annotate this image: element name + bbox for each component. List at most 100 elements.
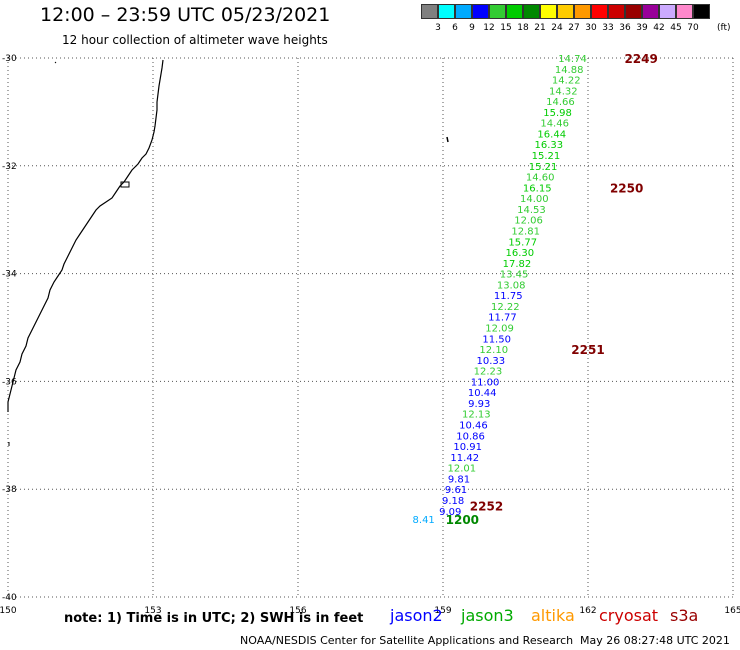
color-swatch: [591, 4, 608, 19]
time-label: 2251: [571, 343, 604, 357]
mission-cryosat: cryosat: [599, 606, 659, 625]
color-scale-label: 27: [568, 23, 580, 33]
wave-height-value: 15.77: [508, 237, 537, 248]
wave-height-value: 12.09: [485, 324, 514, 335]
wave-height-value: 11.77: [488, 313, 517, 324]
color-scale-label: 70: [687, 23, 699, 33]
legend-note: note: 1) Time is in UTC; 2) SWH is in fe…: [64, 611, 364, 626]
lat-tick-label: -34: [2, 270, 17, 280]
wave-height-value: 11.42: [450, 453, 479, 464]
time-label: 2252: [470, 499, 503, 513]
color-scale-label: 15: [500, 23, 512, 33]
time-label: 2250: [610, 181, 643, 195]
lat-tick-label: -30: [2, 54, 17, 64]
lat-tick-label: -32: [2, 162, 17, 172]
wave-height-value: 9.18: [442, 496, 464, 507]
wave-height-value: 11.75: [494, 291, 523, 302]
wave-height-value: 12.22: [491, 302, 520, 313]
wave-height-value: 15.21: [532, 151, 561, 162]
color-swatch: [693, 4, 710, 19]
wave-height-value: 14.53: [517, 205, 546, 216]
lon-tick-label: 162: [579, 606, 596, 616]
color-swatch: [455, 4, 472, 19]
lon-tick-label: 159: [434, 606, 451, 616]
color-scale-label: 30: [585, 23, 597, 33]
lon-tick-label: 165: [724, 606, 740, 616]
wave-height-value: 14.88: [555, 65, 584, 76]
wave-height-value: 12.10: [479, 345, 508, 356]
lat-tick-label: -40: [2, 593, 17, 603]
color-swatch: [557, 4, 574, 19]
color-swatch: [421, 4, 438, 19]
color-scale-label: 39: [636, 23, 648, 33]
lat-tick-label: -38: [2, 485, 17, 495]
color-swatch: [523, 4, 540, 19]
color-scale-label: 36: [619, 23, 631, 33]
wave-height-value: 16.15: [523, 183, 552, 194]
color-swatch: [489, 4, 506, 19]
generation-time: May 26 08:27:48 UTC 2021: [580, 634, 730, 647]
credit-line: NOAA/NESDIS Center for Satellite Applica…: [240, 634, 574, 647]
wave-height-value: 14.60: [526, 173, 555, 184]
wave-height-value: 14.46: [540, 119, 569, 130]
mission-s3a: s3a: [670, 606, 699, 625]
wave-height-value: 12.81: [511, 226, 540, 237]
color-scale-label: 6: [452, 23, 458, 33]
time-label: 2249: [624, 52, 657, 66]
color-scale-label: 42: [653, 23, 665, 33]
wave-height-value: 14.74: [558, 54, 587, 65]
color-swatch: [659, 4, 676, 19]
color-swatch: [625, 4, 642, 19]
color-swatch: [574, 4, 591, 19]
lon-tick-label: 150: [0, 606, 17, 616]
color-scale-label: 18: [517, 23, 529, 33]
wave-height-value: 12.13: [462, 410, 491, 421]
wave-height-value: 14.00: [520, 194, 549, 205]
lat-tick-label: -36: [2, 377, 17, 387]
island-mark: [446, 136, 449, 143]
color-scale-label: 21: [534, 23, 546, 33]
wave-height-value: 9.09: [439, 507, 461, 518]
wave-height-value: 14.22: [552, 76, 581, 87]
wave-height-value: 11.00: [471, 377, 500, 388]
color-scale-unit: (ft): [717, 23, 731, 33]
wave-height-value: 16.44: [537, 129, 566, 140]
wave-height-value: 16.30: [506, 248, 535, 259]
wave-height-value: 14.32: [549, 86, 578, 97]
wave-height-value: 10.91: [453, 442, 482, 453]
coast-island: [120, 181, 130, 188]
wave-height-value: 11.50: [482, 334, 511, 345]
wave-height-value: 10.86: [456, 431, 485, 442]
color-scale-label: 24: [551, 23, 563, 33]
color-scale-label: 45: [670, 23, 682, 33]
color-swatch: [438, 4, 455, 19]
wave-height-value: 10.46: [459, 421, 488, 432]
wave-height-value: 16.33: [535, 140, 564, 151]
page-subtitle: 12 hour collection of altimeter wave hei…: [62, 33, 328, 47]
lon-tick-label: 156: [289, 606, 306, 616]
wave-height-value: 10.33: [477, 356, 506, 367]
color-swatch: [676, 4, 693, 19]
coastline: [7, 59, 164, 412]
color-swatch: [642, 4, 659, 19]
color-scale-label: 9: [469, 23, 475, 33]
wave-height-value: 14.66: [546, 97, 575, 108]
page-title: 12:00 – 23:59 UTC 05/23/2021: [40, 4, 331, 26]
wave-height-value: 8.41: [413, 515, 435, 526]
wave-height-value: 13.45: [500, 270, 529, 281]
wave-height-value: 15.98: [543, 108, 572, 119]
color-swatch: [472, 4, 489, 19]
wave-height-value: 17.82: [503, 259, 532, 270]
mission-jason3: jason3: [461, 606, 514, 625]
wave-height-value: 10.44: [468, 388, 497, 399]
mission-altika: altika: [531, 606, 575, 625]
time-label: 1200: [446, 513, 479, 527]
lon-tick-label: 153: [144, 606, 161, 616]
wave-height-value: 9.61: [445, 485, 467, 496]
wave-height-value: 13.08: [497, 280, 526, 291]
color-scale-label: 33: [602, 23, 614, 33]
color-swatch: [608, 4, 625, 19]
wave-height-value: 9.93: [468, 399, 490, 410]
color-swatch: [540, 4, 557, 19]
